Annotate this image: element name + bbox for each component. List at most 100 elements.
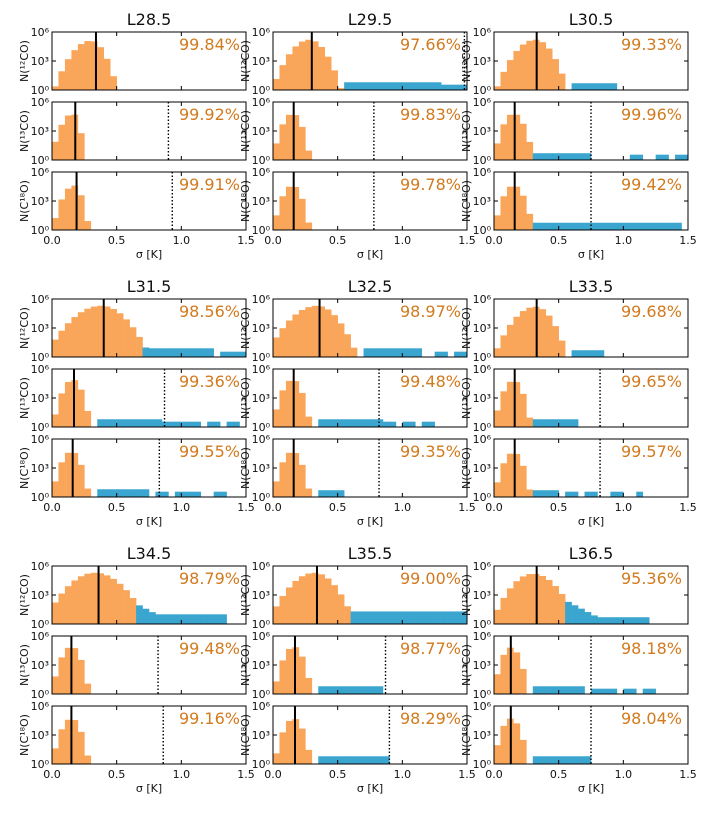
histogram-bar	[84, 755, 92, 764]
histogram-bar	[597, 83, 605, 90]
percentage-label: 99.36%	[179, 372, 240, 391]
histogram-bar	[116, 583, 124, 624]
histogram-bar	[279, 462, 287, 497]
histogram-bar	[376, 686, 384, 694]
x-tick-label: 0.5	[329, 768, 347, 781]
histogram-bar	[382, 348, 390, 357]
histogram-bar	[226, 421, 234, 427]
histogram-bar	[213, 421, 221, 427]
histogram-bar	[77, 464, 85, 497]
histogram-bar	[292, 46, 300, 90]
histogram-bar	[434, 82, 442, 90]
x-tick-label: 1.0	[173, 234, 191, 247]
x-tick-label: 0.5	[329, 234, 347, 247]
y-tick-label: 10⁶	[252, 26, 271, 39]
histogram-bar	[226, 351, 234, 357]
histogram-bar	[526, 489, 534, 497]
histogram-bar	[370, 686, 377, 694]
panel-title: L30.5	[569, 10, 614, 29]
histogram-bar	[441, 611, 448, 624]
percentage-label: 99.65%	[621, 372, 682, 391]
histogram-bar	[52, 414, 59, 427]
histogram-panel: 10⁰ 10³ 10⁶ 98.18% N(¹³CO)	[460, 630, 689, 701]
histogram-bar	[64, 323, 72, 357]
x-tick-label: 0.5	[550, 501, 568, 514]
histogram-bar	[116, 419, 124, 427]
y-tick-label: 10⁰	[31, 421, 50, 434]
histogram-bar	[149, 419, 156, 427]
histogram-bar	[552, 686, 559, 694]
histogram-bar	[539, 42, 547, 90]
histogram-bar	[494, 143, 501, 160]
histogram-bar	[292, 580, 300, 624]
histogram-bar	[584, 491, 592, 497]
histogram-panel: 10⁰ 10³ 10⁶ 95.36% N(¹²CO)	[460, 560, 689, 631]
histogram-bar	[578, 756, 585, 764]
histogram-bar	[292, 314, 300, 357]
histogram-bar	[460, 351, 467, 357]
histogram-bar	[90, 41, 98, 90]
histogram-bar	[539, 490, 547, 497]
histogram-bar	[532, 490, 540, 497]
histogram-bar	[649, 688, 656, 694]
percentage-label: 99.33%	[621, 35, 682, 54]
histogram-bar	[591, 222, 598, 230]
histogram-bar	[584, 83, 592, 90]
y-tick-label: 10³	[252, 322, 270, 335]
histogram-bar	[337, 419, 345, 427]
histogram-bar	[382, 421, 390, 427]
histogram-bar	[331, 315, 338, 357]
y-tick-label: 10⁰	[31, 154, 50, 167]
histogram-bar	[213, 491, 221, 497]
histogram-bar	[552, 59, 559, 90]
histogram-bar	[616, 222, 624, 230]
histogram-bar	[513, 316, 521, 357]
histogram-bar	[578, 222, 585, 230]
histogram-bar	[311, 572, 319, 624]
x-tick-label: 0.5	[550, 768, 568, 781]
y-tick-label: 10⁶	[252, 166, 271, 179]
histogram-bar	[655, 222, 663, 230]
histogram-bar	[571, 491, 579, 497]
histogram-panel: 10⁰ 10³ 10⁶ 99.96% N(¹³CO)	[460, 96, 689, 167]
percentage-label: 98.79%	[179, 569, 240, 588]
histogram-bar	[513, 454, 521, 497]
histogram-bar	[376, 756, 384, 764]
percentage-label: 99.00%	[400, 569, 461, 588]
histogram-bar	[318, 419, 326, 427]
histogram-bar	[565, 756, 572, 764]
y-tick-label: 10³	[31, 195, 49, 208]
histogram-bar	[97, 305, 105, 357]
row-label: N(¹²CO)	[239, 307, 252, 349]
histogram-bar	[181, 491, 189, 497]
histogram-bar	[428, 421, 435, 427]
histogram-panel: 10⁰ 10³ 10⁶ 99.00% N(¹²CO)	[239, 560, 468, 631]
y-tick-label: 10³	[473, 659, 491, 672]
histogram-bar	[292, 115, 300, 160]
row-label: N(¹²CO)	[460, 40, 473, 82]
row-label: N(¹³CO)	[460, 110, 473, 152]
x-tick-label: 1.5	[679, 768, 697, 781]
y-tick-label: 10⁰	[31, 758, 50, 771]
y-tick-label: 10⁶	[473, 700, 492, 713]
histogram-bar	[357, 611, 364, 624]
histogram-bar	[71, 453, 79, 497]
histogram-bar	[376, 348, 384, 357]
histogram-panel: 10⁰ 10³ 10⁶ 99.92% N(¹³CO)	[18, 96, 247, 167]
histogram-bar	[500, 725, 508, 764]
y-tick-label: 10³	[473, 322, 491, 335]
histogram-bar	[558, 419, 566, 427]
histogram-bar	[58, 593, 66, 624]
histogram-bar	[331, 756, 338, 764]
histogram-bar	[123, 319, 130, 357]
y-tick-label: 10⁶	[252, 96, 271, 109]
histogram-bar	[552, 586, 559, 624]
y-tick-label: 10³	[473, 55, 491, 68]
histogram-bar	[181, 614, 189, 624]
histogram-bar	[454, 611, 461, 624]
histogram-bar	[90, 306, 98, 357]
histogram-bar	[318, 47, 326, 90]
row-label: N(¹³CO)	[460, 644, 473, 686]
y-tick-label: 10⁰	[252, 351, 271, 364]
